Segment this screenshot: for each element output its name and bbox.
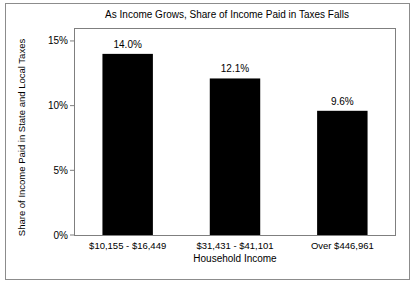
y-tick (70, 40, 74, 41)
x-tick-label: $10,155 - $16,449 (89, 240, 166, 251)
y-tick-label: 10% (48, 100, 68, 111)
x-tick-label: $31,431 - $41,101 (196, 240, 273, 251)
y-tick (70, 170, 74, 171)
chart-svg: As Income Grows, Share of Income Paid in… (0, 0, 415, 284)
y-axis-title: Share of Income Paid in State and Local … (16, 39, 27, 237)
y-tick-label: 5% (54, 165, 69, 176)
data-label: 9.6% (331, 96, 354, 107)
bars (102, 54, 367, 235)
data-label: 14.0% (113, 39, 141, 50)
chart-container: As Income Grows, Share of Income Paid in… (0, 0, 415, 284)
y-tick (70, 235, 74, 236)
bar (102, 54, 152, 235)
x-tick-label: Over $446,961 (311, 240, 374, 251)
y-tick-label: 0% (54, 230, 69, 241)
y-tick (70, 105, 74, 106)
outer-frame (6, 4, 410, 280)
x-axis-title: Household Income (193, 253, 277, 264)
chart-title: As Income Grows, Share of Income Paid in… (105, 9, 349, 20)
y-tick-label: 15% (48, 35, 68, 46)
plot-frame (75, 29, 396, 236)
data-label: 12.1% (221, 63, 249, 74)
bar (210, 78, 260, 235)
bar (317, 111, 367, 235)
